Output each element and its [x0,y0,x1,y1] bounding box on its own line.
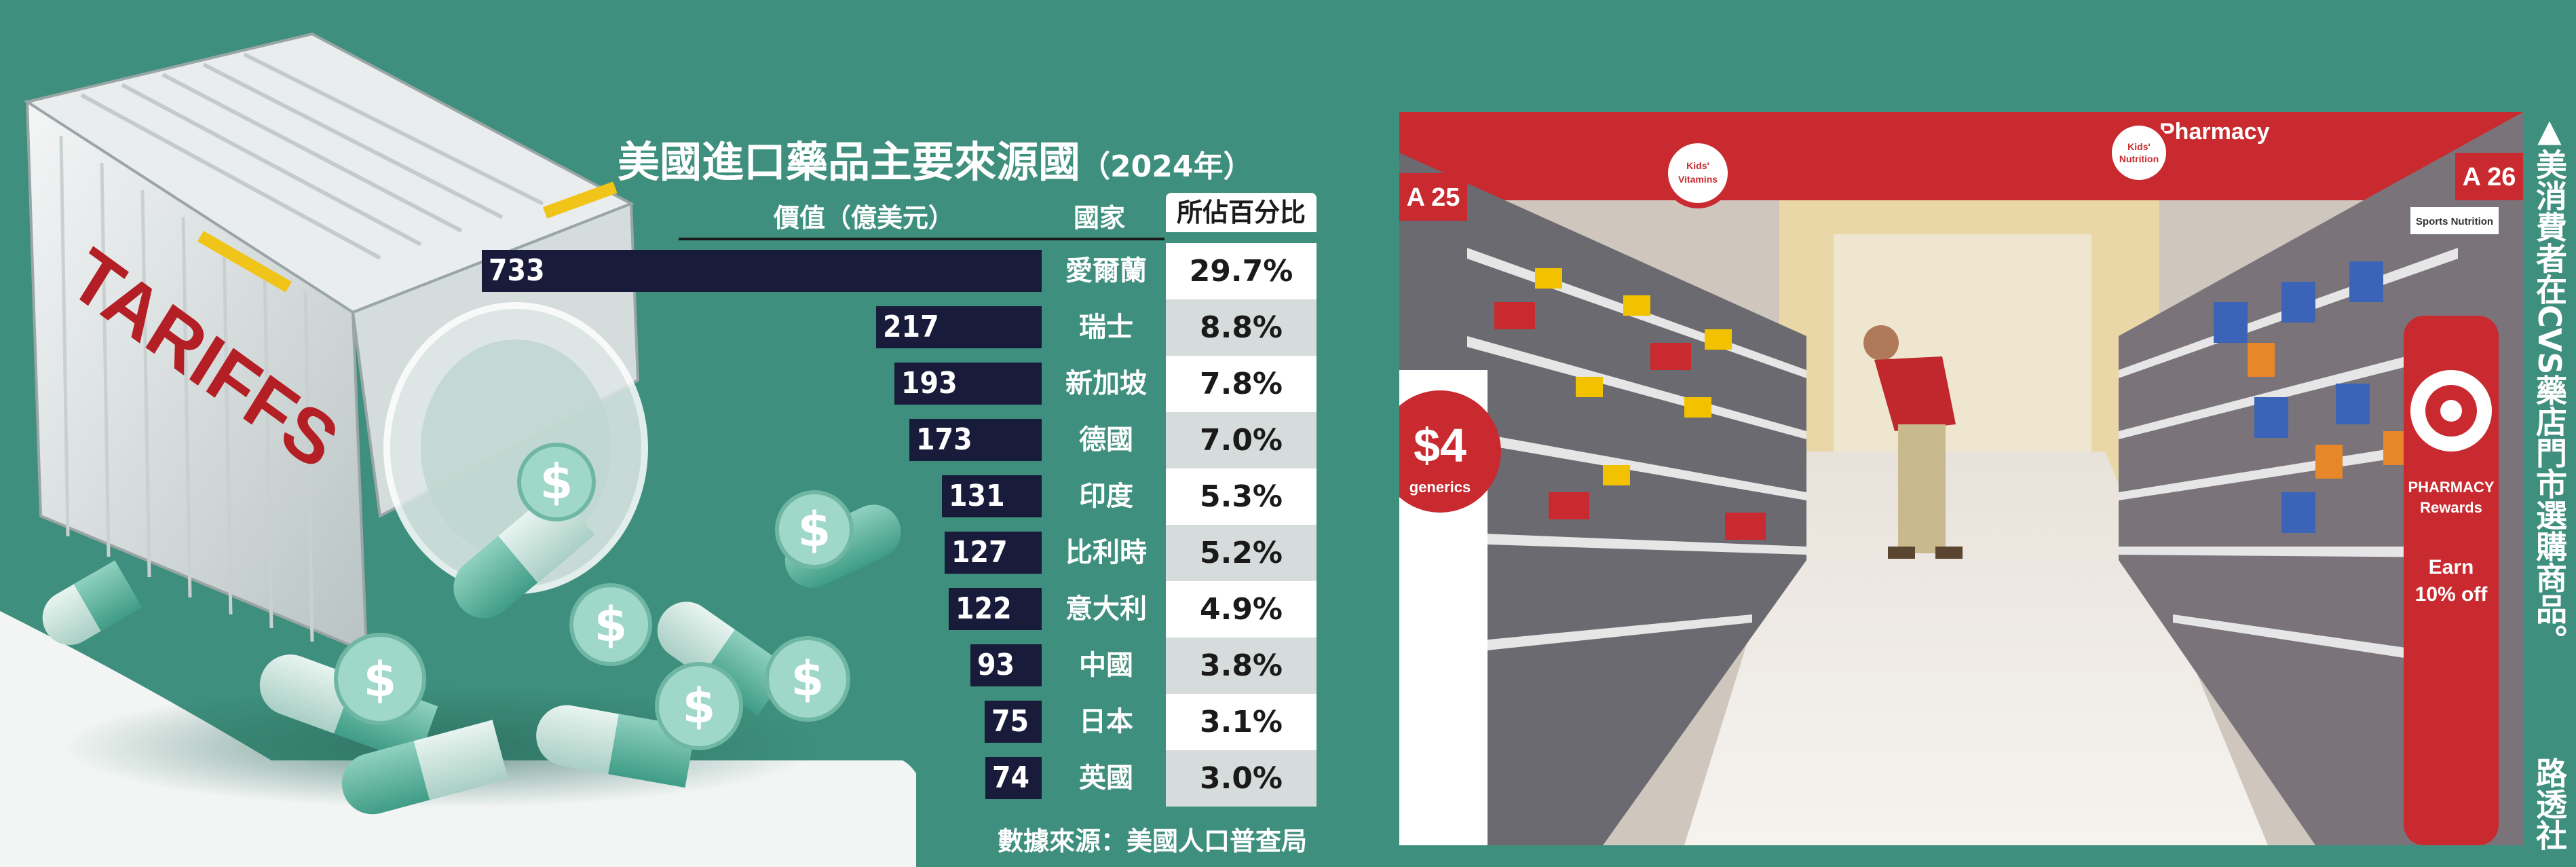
chart-title-text: 美國進口藥品主要來源國 [618,137,1081,187]
dollar-sign: $ [364,652,397,707]
country-label: 中國 [1079,650,1133,681]
bar [942,475,1042,517]
shipping-container: TARIFFS [23,32,640,654]
bar [894,363,1042,405]
data-source: 數據來源：美國人口普查局 [998,826,1308,856]
bar-value-label: 74 [992,760,1030,795]
percent-label: 5.3% [1166,468,1317,525]
svg-text:generics: generics [1409,479,1471,496]
column-header-country: 國家 [1074,203,1126,233]
dollar-sign: $ [791,651,825,707]
column-header-value: 價值（億美元） [774,203,955,233]
country-label: 日本 [1079,706,1133,737]
svg-text:Kids': Kids' [2127,141,2151,152]
dollar-sign: $ [683,678,716,734]
percent-label: 5.2% [1166,525,1317,581]
bar [945,532,1042,574]
svg-text:Kids': Kids' [1686,160,1709,171]
photo-caption: ▲美消費者在CVS藥店門市選購商品。 [2531,112,2568,656]
country-label: 德國 [1079,424,1133,456]
aisle-sign-left: A 25 [1407,183,1460,212]
pharmacy-aisle-photo: A 25 A 26 Pharmacy Kids' Vitamins Kids' … [1399,112,2523,845]
percent-label: 29.7% [1166,243,1317,299]
chart-row: 75 日本 3.1% [0,694,1350,750]
bar [949,588,1042,630]
bar-value-label: 193 [901,366,958,401]
svg-text:PHARMACY: PHARMACY [2408,479,2494,496]
country-label: 意大利 [1065,593,1147,625]
chart-row: 131 印度 5.3% [0,468,1350,525]
country-label: 新加坡 [1065,368,1147,399]
svg-text:Vitamins: Vitamins [1678,174,1718,185]
sports-nutrition-sign: Sports Nutrition [2416,216,2493,227]
four-dollar-sign: $4 [1414,419,1466,472]
svg-text:Earn: Earn [2429,556,2474,578]
bar [482,250,1042,292]
bar [985,757,1042,799]
country-label: 瑞士 [1079,312,1133,343]
aisle-sign-right: A 26 [2463,163,2516,191]
bar [876,306,1042,348]
country-label: 愛爾蘭 [1065,255,1147,287]
chart-row: 217 瑞士 8.8% [0,299,1350,356]
bar-value-label: 127 [951,535,1008,570]
percent-label: 3.0% [1166,750,1317,807]
chart-row: 93 中國 3.8% [0,638,1350,694]
svg-text:10% off: 10% off [2415,583,2488,606]
bar [909,419,1042,461]
chart-row: 733 愛爾蘭 29.7% [0,243,1350,299]
percent-label: 3.8% [1166,638,1317,694]
dollar-sign: $ [798,502,831,557]
column-header-percent: 所佔百分比 [1166,193,1317,232]
spilled-pills: $ $ $ $ $ $ [42,443,901,815]
bar [970,644,1042,686]
chart-row: 127 比利時 5.2% [0,525,1350,581]
pharmacy-sign: Pharmacy [2159,119,2270,145]
bar-value-label: 93 [977,648,1015,682]
country-label: 印度 [1079,481,1133,512]
chart-row: 193 新加坡 7.8% [0,356,1350,412]
chart-row: 173 德國 7.0% [0,412,1350,468]
bar-value-label: 131 [949,479,1005,513]
svg-text:Rewards: Rewards [2420,499,2482,516]
bar-value-label: 733 [489,253,545,288]
bar-value-label: 122 [955,591,1012,626]
dollar-sign: $ [594,597,628,652]
photo-credit: 路透社 [2531,757,2568,851]
shopper-figure [1863,325,1963,559]
percent-label: 7.8% [1166,356,1317,412]
infographic-panel: TARIFFS [0,32,1350,867]
photo-caption-column: ▲美消費者在CVS藥店門市選購商品。 路透社 [2523,112,2576,851]
country-label: 比利時 [1065,537,1147,568]
percent-label: 3.1% [1166,694,1317,750]
country-label: 英國 [1079,762,1133,794]
svg-text:Nutrition: Nutrition [2119,153,2159,164]
percent-label: 8.8% [1166,299,1317,356]
chart-subtitle: （2024年） [1080,149,1253,184]
bar-value-label: 217 [883,310,939,344]
bar-value-label: 173 [916,422,972,457]
chart-row: 122 意大利 4.9% [0,581,1350,638]
chart-row: 74 英國 3.0% [0,750,1350,807]
percent-label: 7.0% [1166,412,1317,468]
percent-label: 4.9% [1166,581,1317,638]
header-rule [679,238,1164,240]
bar-value-label: 75 [991,704,1029,739]
dollar-sign: $ [540,454,573,510]
tariffs-container-illustration: TARIFFS [0,32,916,867]
bar [985,701,1042,743]
chart-title: 美國進口藥品主要來源國（2024年） [618,128,1253,189]
